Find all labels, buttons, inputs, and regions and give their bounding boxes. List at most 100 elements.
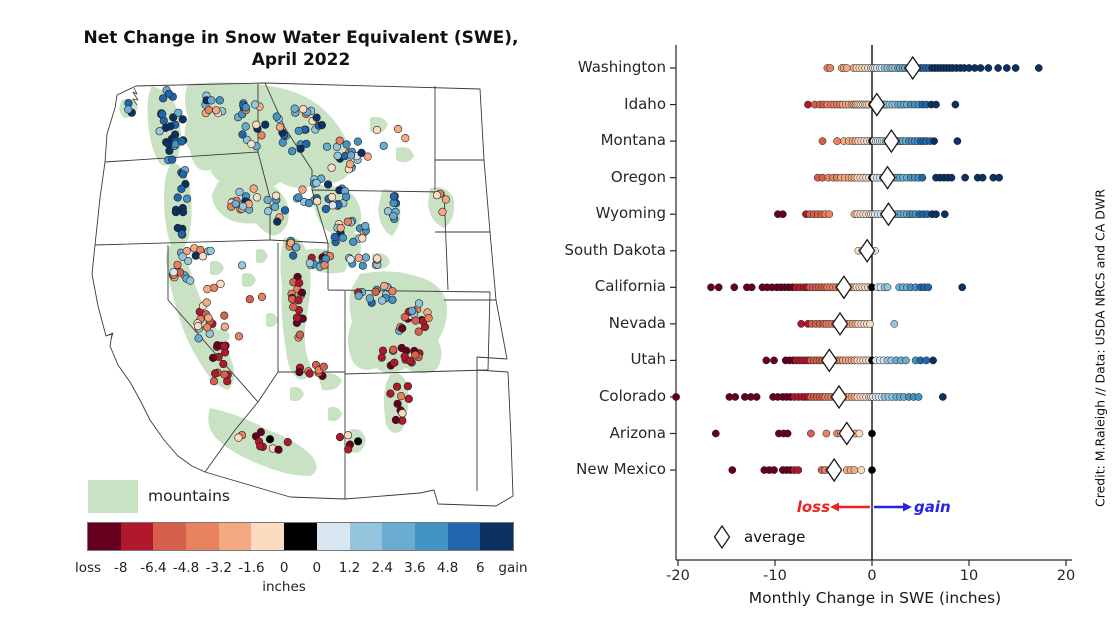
station-dot bbox=[378, 296, 387, 305]
station-dot bbox=[338, 233, 348, 242]
station-dot bbox=[322, 142, 332, 151]
data-point bbox=[953, 137, 962, 145]
data-point bbox=[868, 429, 876, 438]
station-dot bbox=[194, 334, 203, 343]
average-diamond bbox=[880, 202, 897, 227]
data-point bbox=[822, 429, 831, 438]
data-point bbox=[994, 64, 1002, 72]
data-point bbox=[825, 210, 834, 219]
station-dot bbox=[173, 223, 182, 233]
data-point bbox=[883, 283, 892, 292]
average-diamond bbox=[838, 421, 856, 446]
data-point bbox=[947, 173, 956, 182]
station-dot bbox=[389, 211, 398, 221]
station-dot bbox=[204, 313, 213, 322]
data-point bbox=[929, 356, 937, 365]
x-tick-label: -10 bbox=[763, 568, 787, 584]
x-tick-label: 20 bbox=[1056, 568, 1076, 584]
station-dot bbox=[394, 124, 403, 134]
station-dot bbox=[177, 184, 186, 193]
station-dot bbox=[247, 139, 256, 149]
station-dot bbox=[330, 233, 339, 242]
data-point bbox=[902, 356, 910, 365]
station-dot bbox=[264, 207, 273, 216]
credit-text: Credit: M.Raleigh // Data: USDA NRCS and… bbox=[1092, 189, 1108, 507]
station-dot bbox=[313, 197, 322, 206]
station-dot bbox=[173, 260, 182, 269]
station-dot bbox=[295, 368, 304, 377]
average-diamond bbox=[904, 55, 922, 81]
station-dot bbox=[173, 193, 182, 202]
y-tick-label: Wyoming bbox=[595, 204, 666, 223]
station-dot bbox=[333, 151, 342, 160]
station-dot bbox=[289, 302, 298, 312]
station-dot bbox=[220, 341, 229, 351]
station-dot bbox=[263, 195, 272, 204]
station-dot bbox=[297, 288, 307, 297]
station-dot bbox=[216, 279, 225, 288]
station-dot bbox=[234, 332, 244, 341]
station-dot bbox=[305, 198, 314, 208]
data-point bbox=[707, 283, 715, 292]
station-dot bbox=[169, 113, 178, 122]
colorbar-tick-label: 4.8 bbox=[436, 560, 459, 576]
station-dot bbox=[391, 415, 401, 425]
station-dot bbox=[177, 137, 186, 146]
colorbar-tick-label: -6.4 bbox=[140, 560, 167, 576]
station-dot bbox=[441, 195, 451, 204]
y-tick-label: South Dakota bbox=[564, 240, 666, 259]
station-dot bbox=[400, 313, 409, 322]
station-dot bbox=[404, 394, 413, 404]
station-dot bbox=[347, 151, 356, 160]
station-dot bbox=[321, 204, 331, 214]
data-point bbox=[951, 100, 960, 109]
mountains-legend-swatch bbox=[88, 480, 138, 513]
station-dot bbox=[124, 105, 133, 114]
station-dot bbox=[354, 291, 363, 300]
station-dot bbox=[239, 202, 248, 211]
colorbar-tick-label: -8 bbox=[113, 560, 128, 576]
data-point bbox=[914, 393, 923, 401]
station-dot bbox=[346, 160, 355, 169]
colorbar-cell bbox=[251, 523, 285, 550]
station-dot bbox=[178, 115, 187, 124]
station-dot bbox=[389, 345, 398, 354]
data-point bbox=[978, 173, 987, 182]
data-point bbox=[1011, 64, 1020, 72]
station-dot bbox=[411, 350, 420, 360]
station-dot bbox=[272, 191, 281, 200]
station-dot bbox=[198, 252, 207, 261]
data-point bbox=[932, 100, 940, 109]
station-dot bbox=[342, 140, 351, 149]
colorbar-tick-label: 1.2 bbox=[338, 560, 361, 576]
station-dot bbox=[209, 353, 218, 363]
station-dot bbox=[274, 445, 283, 454]
plot-marks bbox=[672, 55, 1043, 550]
station-dots-layer bbox=[124, 86, 451, 454]
swe-map bbox=[91, 82, 514, 507]
station-dot bbox=[342, 192, 351, 201]
station-dot bbox=[388, 295, 397, 304]
data-point bbox=[857, 466, 866, 474]
station-dot bbox=[408, 306, 417, 315]
station-dot bbox=[206, 246, 215, 255]
data-point bbox=[924, 283, 933, 292]
data-point bbox=[938, 393, 947, 401]
average-diamond bbox=[883, 128, 900, 154]
station-dot bbox=[371, 287, 380, 296]
data-point bbox=[731, 393, 740, 401]
station-dot bbox=[353, 137, 363, 146]
station-dot bbox=[305, 369, 314, 378]
station-dot bbox=[182, 194, 192, 203]
station-dot bbox=[256, 428, 265, 437]
station-dot bbox=[273, 217, 282, 226]
colorbar-tick-label: gain bbox=[498, 560, 528, 576]
colorbar-cell bbox=[349, 523, 383, 550]
station-dot bbox=[231, 199, 240, 208]
station-dot bbox=[207, 96, 216, 105]
station-dot bbox=[294, 296, 303, 305]
station-dot bbox=[158, 94, 168, 103]
average-legend-diamond bbox=[713, 524, 731, 550]
station-dot bbox=[294, 193, 303, 202]
